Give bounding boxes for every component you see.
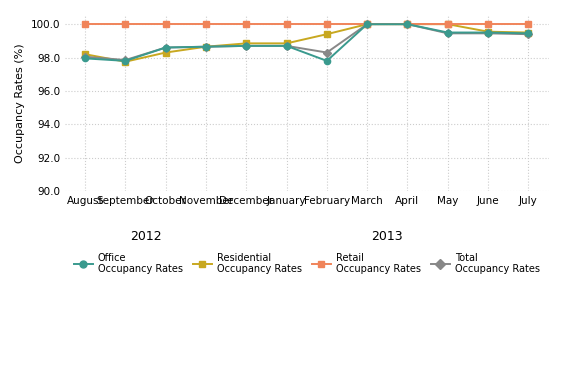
Text: 2012: 2012 — [130, 230, 162, 243]
Y-axis label: Occupancy Rates (%): Occupancy Rates (%) — [15, 43, 25, 163]
Legend: Office
Occupancy Rates, Residential
Occupancy Rates, Retail
Occupancy Rates, Tot: Office Occupancy Rates, Residential Occu… — [70, 249, 544, 278]
Text: 2013: 2013 — [372, 230, 403, 243]
